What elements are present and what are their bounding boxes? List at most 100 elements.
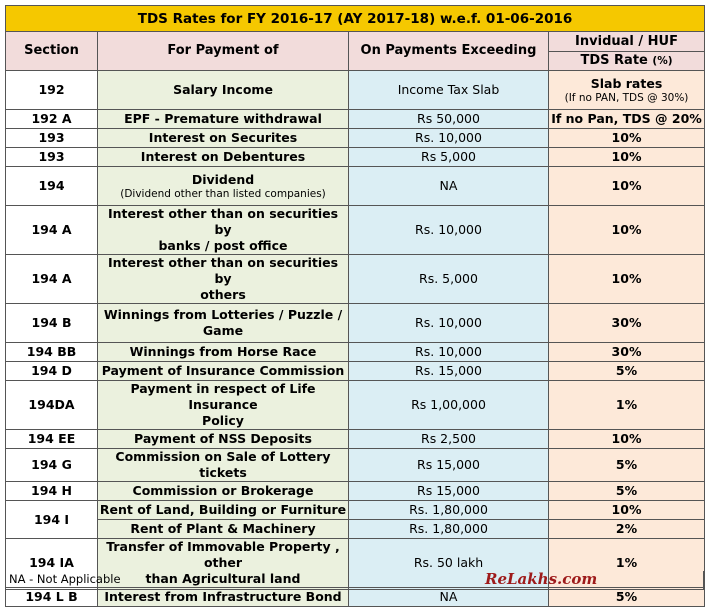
header-section: Section: [5, 31, 98, 71]
cell-payment: EPF - Premature withdrawal: [97, 109, 349, 129]
cell-payment: Interest other than on securities by ban…: [97, 205, 349, 255]
table-title: TDS Rates for FY 2016-17 (AY 2017-18) w.…: [4, 5, 706, 32]
cell-rate: 30%: [547, 303, 706, 343]
cell-exceeding: Rs. 10,000: [348, 303, 549, 343]
cell-exceeding: Rs. 50 lakh: [348, 538, 549, 588]
payment-line-2: Policy: [202, 413, 244, 428]
cell-rate: 5%: [547, 361, 706, 381]
cell-rate: 10%: [547, 254, 706, 304]
table-row: 194 IA Transfer of Immovable Property , …: [5, 538, 706, 588]
payment-line-1: Winnings from Lotteries / Puzzle /: [103, 307, 343, 322]
payment-line-2: banks / post office: [158, 238, 288, 253]
cell-exceeding: Rs. 5,000: [348, 254, 549, 304]
header-rate-unit: (%): [652, 55, 673, 67]
header-rate: TDS Rate (%): [547, 51, 706, 71]
table-row: 194 BB Winnings from Horse Race Rs. 10,0…: [5, 342, 706, 362]
table-row: 194 B Winnings from Lotteries / Puzzle /…: [5, 303, 706, 343]
tds-rates-table: TDS Rates for FY 2016-17 (AY 2017-18) w.…: [4, 5, 706, 607]
footnote: NA - Not Applicable: [9, 572, 121, 586]
cell-section: 193: [5, 147, 98, 167]
cell-payment: Winnings from Horse Race: [97, 342, 349, 362]
cell-section: 194 D: [5, 361, 98, 381]
cell-section: 193: [5, 128, 98, 148]
table-row: 194 Dividend (Dividend other than listed…: [5, 166, 706, 206]
payment-line-2: Game: [202, 323, 244, 338]
table-row: 194 I Rent of Land, Building or Furnitur…: [5, 500, 706, 539]
cell-section: 194 EE: [5, 429, 98, 449]
cell-payment: Commission or Brokerage: [97, 481, 349, 501]
cell-rate: 1%: [547, 380, 706, 430]
cell-rate: 10%: [547, 166, 706, 206]
cell-payment: Winnings from Lotteries / Puzzle / Game: [97, 303, 349, 343]
table-row: 194 A Interest other than on securities …: [5, 205, 706, 255]
cell-exceeding: Rs 50,000: [348, 109, 549, 129]
cell-payment: Commission on Sale of Lottery tickets: [97, 448, 349, 482]
cell-rate: 10%: [547, 205, 706, 255]
cell-payment: Interest on Debentures: [97, 147, 349, 167]
cell-exceeding: Rs. 10,000: [348, 205, 549, 255]
cell-payment: Interest other than on securities by oth…: [97, 254, 349, 304]
table-row: 193 Interest on Securites Rs. 10,000 10%: [5, 128, 706, 148]
rate-note: (If no PAN, TDS @ 30%): [564, 91, 689, 104]
table-row: 192 Salary Income Income Tax Slab Slab r…: [5, 70, 706, 110]
cell-exceeding: Rs 15,000: [348, 448, 549, 482]
cell-rate: 5%: [547, 481, 706, 501]
table-row: 194 D Payment of Insurance Commission Rs…: [5, 361, 706, 381]
payment-line-1: Interest other than on securities by: [107, 206, 339, 238]
cell-section: 194 H: [5, 481, 98, 501]
cell-payment: Payment of NSS Deposits: [97, 429, 349, 449]
cell-section: 194 I: [5, 500, 98, 539]
table-row: 192 A EPF - Premature withdrawal Rs 50,0…: [5, 109, 706, 129]
cell-exceeding: Rs. 15,000: [348, 361, 549, 381]
table-row: 194 A Interest other than on securities …: [5, 254, 706, 304]
table-row: Rent of Plant & Machinery Rs. 1,80,000 2…: [6, 519, 706, 539]
cell-rate: 30%: [547, 342, 706, 362]
table-row: 194 L B Interest from Infrastructure Bon…: [5, 587, 706, 607]
table-row: 194 EE Payment of NSS Deposits Rs 2,500 …: [5, 429, 706, 449]
cell-rate: 1%: [547, 538, 706, 588]
cell-exceeding: Rs. 10,000: [348, 128, 549, 148]
cell-exceeding: Rs. 1,80,000: [348, 500, 549, 520]
payment-line-1: Payment in respect of Life Insurance: [130, 381, 316, 413]
table-row: 194 G Commission on Sale of Lottery tick…: [5, 448, 706, 482]
header-payment: For Payment of: [97, 31, 349, 71]
header-exceeding: On Payments Exceeding: [348, 31, 549, 71]
cell-payment: Payment of Insurance Commission: [97, 361, 349, 381]
cell-exceeding: Rs. 1,80,000: [348, 519, 549, 539]
cell-payment: Interest from Infrastructure Bond: [97, 587, 349, 607]
cell-payment: Rent of Land, Building or Furniture: [97, 500, 349, 520]
cell-payment: Rent of Plant & Machinery: [97, 519, 349, 539]
cell-payment: Salary Income: [97, 70, 349, 110]
cell-rate: 10%: [547, 500, 706, 520]
cell-exceeding: Income Tax Slab: [348, 70, 549, 110]
payment-note: (Dividend other than listed companies): [120, 187, 326, 200]
cell-section: 194 A: [5, 254, 98, 304]
table-row: 194 H Commission or Brokerage Rs 15,000 …: [5, 481, 706, 501]
cell-section: 194: [5, 166, 98, 206]
rate-text: Slab rates: [590, 75, 663, 91]
cell-rate: 5%: [547, 587, 706, 607]
payment-text: Dividend: [191, 171, 255, 187]
cell-section: 194 A: [5, 205, 98, 255]
cell-payment: Payment in respect of Life Insurance Pol…: [97, 380, 349, 430]
payment-line-1: Interest other than on securities by: [107, 255, 339, 287]
cell-exceeding: Rs 2,500: [348, 429, 549, 449]
cell-section: 194DA: [5, 380, 98, 430]
header-group: Invidual / HUF: [547, 31, 706, 52]
cell-exceeding: NA: [348, 166, 549, 206]
cell-section: 192: [5, 70, 98, 110]
footer-border: [5, 571, 704, 590]
cell-rate: 10%: [547, 128, 706, 148]
table-row: 193 Interest on Debentures Rs 5,000 10%: [5, 147, 706, 167]
cell-rate: 5%: [547, 448, 706, 482]
payment-line-1: Transfer of Immovable Property , other: [106, 539, 340, 571]
cell-section: 194 IA: [5, 538, 98, 588]
cell-section: 194 B: [5, 303, 98, 343]
cell-rate: Slab rates (If no PAN, TDS @ 30%): [547, 70, 706, 110]
payment-line-2: than Agricultural land: [145, 571, 301, 586]
cell-section: 194 BB: [5, 342, 98, 362]
cell-exceeding: NA: [348, 587, 549, 607]
cell-exceeding: Rs 1,00,000: [348, 380, 549, 430]
cell-section: 192 A: [5, 109, 98, 129]
cell-rate: 10%: [547, 429, 706, 449]
